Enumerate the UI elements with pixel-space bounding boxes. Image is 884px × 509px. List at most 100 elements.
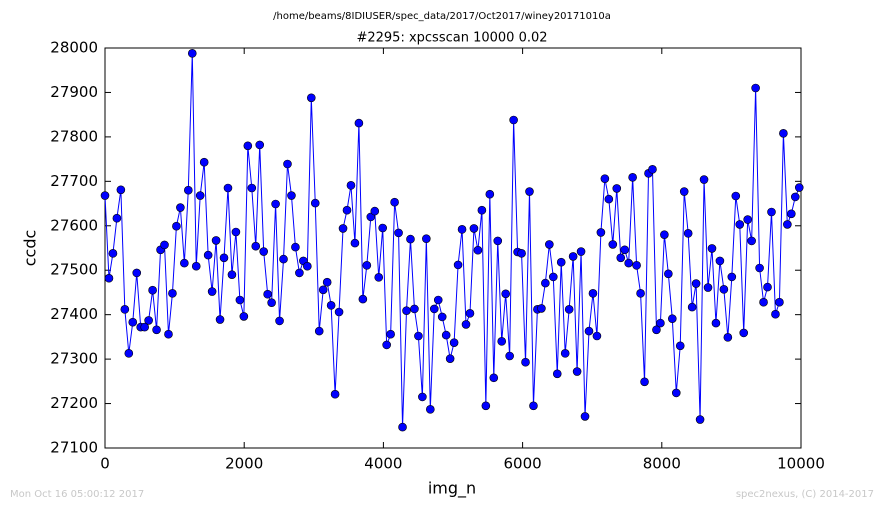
credit: spec2nexus, (C) 2014-2017 (736, 489, 874, 500)
data-point (759, 297, 768, 307)
data-point (378, 223, 388, 233)
data-point (628, 173, 637, 182)
data-point (505, 351, 514, 361)
data-point (187, 49, 197, 58)
data-point (779, 129, 788, 138)
x-tick-label: 2000 (225, 455, 263, 473)
data-point (560, 349, 570, 358)
data-point (469, 224, 479, 233)
data-point (168, 289, 177, 298)
data-point (172, 221, 181, 231)
data-point (604, 194, 614, 204)
data-point (251, 241, 261, 251)
y-tick-label: 28000 (50, 39, 98, 57)
data-point (362, 261, 372, 270)
data-point (763, 282, 772, 292)
data-point (263, 289, 272, 299)
y-tick-label: 27400 (50, 305, 98, 323)
data-point (548, 272, 558, 282)
x-tick-label: 0 (100, 455, 110, 473)
data-point (449, 338, 459, 347)
data-point (199, 157, 209, 167)
data-point (358, 294, 368, 304)
data-point (485, 189, 495, 199)
data-point (731, 191, 741, 201)
data-point (342, 205, 352, 215)
data-point (794, 183, 804, 192)
data-point (306, 93, 316, 103)
data-point (675, 341, 685, 351)
data-point (600, 174, 610, 183)
x-tick-label: 4000 (364, 455, 402, 473)
data-point (552, 369, 562, 379)
data-point (334, 307, 344, 317)
y-tick-label: 27300 (50, 350, 98, 368)
data-point (461, 320, 471, 329)
data-point (596, 228, 606, 237)
data-point (414, 331, 423, 341)
data-point (116, 185, 126, 195)
data-point (711, 318, 721, 328)
data-point (517, 249, 526, 258)
data-point (739, 328, 749, 338)
data-point (521, 357, 530, 367)
data-point (382, 340, 391, 350)
data-point (572, 367, 582, 376)
data-point (140, 322, 149, 332)
data-point (477, 205, 487, 215)
data-point (441, 330, 451, 340)
data-point (314, 326, 324, 336)
data-point (120, 305, 130, 314)
data-point (191, 261, 201, 271)
data-point (497, 337, 507, 346)
data-point (283, 159, 292, 169)
data-point (287, 191, 296, 200)
data-point (235, 295, 245, 305)
data-point (445, 354, 455, 363)
data-point (501, 289, 510, 299)
data-point (592, 331, 602, 341)
data-point (648, 165, 657, 174)
data-point (184, 185, 193, 195)
data-point (350, 238, 360, 248)
data-point (128, 317, 138, 327)
data-point (160, 240, 169, 250)
data-point (727, 272, 737, 282)
y-tick-label: 27100 (50, 439, 98, 457)
data-point (683, 229, 693, 238)
data-point (576, 247, 586, 256)
data-point (787, 209, 796, 219)
data-point (529, 401, 538, 411)
y-tick-label: 27700 (50, 172, 98, 190)
data-point (668, 314, 677, 323)
data-point (104, 273, 114, 283)
data-point (743, 215, 752, 224)
data-point (707, 244, 717, 253)
data-point (402, 306, 411, 315)
data-point (132, 268, 142, 278)
data-point (489, 373, 499, 383)
data-point (695, 415, 705, 424)
data-point (370, 206, 380, 216)
y-tick-label: 27900 (50, 83, 98, 101)
data-point (493, 236, 503, 246)
data-point (703, 283, 713, 292)
y-tick-label: 27200 (50, 394, 98, 412)
data-point (255, 140, 265, 150)
data-point (636, 289, 645, 298)
data-point (660, 230, 669, 239)
data-point (735, 220, 745, 229)
data-point (422, 234, 431, 243)
plot-frame (104, 47, 802, 449)
data-point (767, 207, 776, 217)
data-point (640, 377, 649, 387)
data-point (148, 285, 157, 295)
data-point (354, 118, 364, 128)
data-point (180, 258, 189, 268)
data-point (783, 220, 792, 229)
data-point (338, 224, 348, 233)
data-point (433, 295, 443, 305)
data-point (330, 389, 340, 399)
data-point (652, 325, 661, 335)
data-point (588, 289, 598, 298)
